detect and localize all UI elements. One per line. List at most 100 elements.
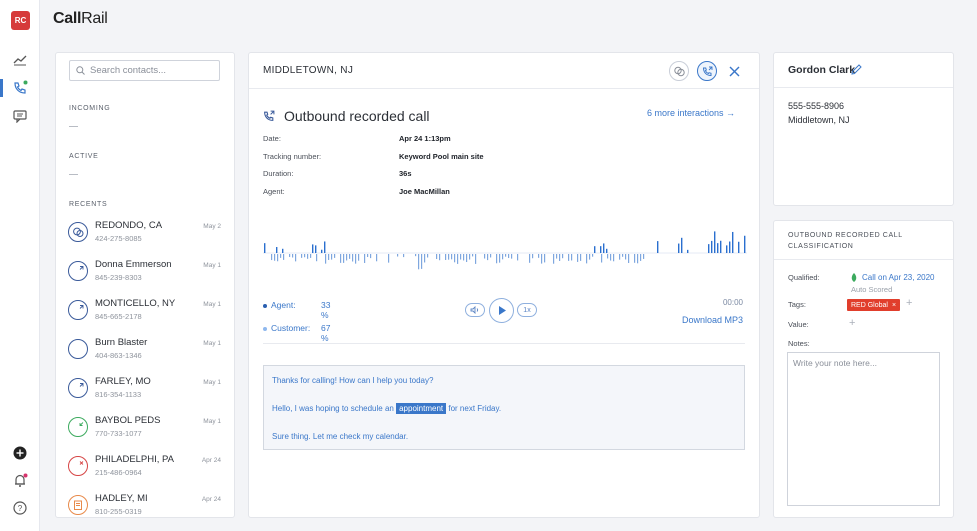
customer-talk-legend: Customer: 67 % [263,323,330,343]
waveform-bar [496,254,498,264]
brand-logo[interactable]: CallRail [53,10,108,27]
contact-list-item[interactable]: HADLEY, MI 810-255-0319 Apr 24 [67,493,225,517]
account-logo[interactable]: RC [11,11,30,30]
waveform-bar [714,231,716,253]
phone-icon [72,343,84,355]
play-icon [498,306,506,315]
contacts-panel: INCOMING ACTIVE RECENTS REDONDO, CA 424-2… [55,52,235,518]
waveform-bar [415,254,417,257]
phone-missed-icon [79,461,84,465]
waveform-bar [271,254,273,261]
waveform-bar [678,243,680,253]
agent-value: Joe MacMillan [399,187,450,196]
waveform-bar [589,254,591,260]
waveform-bar [634,254,636,263]
contact-avatar [68,495,88,515]
contact-name: Gordon Clark [788,64,856,76]
keyword-highlight[interactable]: appointment [396,403,447,414]
waveform-bar [475,254,477,264]
messages-icon[interactable] [10,106,30,126]
waveform-bar [304,254,306,258]
reports-chart-icon[interactable] [10,50,30,70]
add-value-icon[interactable]: + [849,317,856,329]
waveform-bar [397,254,399,257]
top-bar: CallRail [40,0,977,40]
classification-title: OUTBOUND RECORDED CALL CLASSIFICATION [788,232,903,250]
qualified-value[interactable]: Call on Apr 23, 2020 [862,273,935,282]
waveform-bar [370,254,372,259]
waveform-bar [568,254,570,261]
contact-list-item[interactable]: FARLEY, MO 816-354-1133 May 1 [67,376,225,406]
waveform-bar [289,254,291,257]
waveform-bar [436,254,438,260]
waveform-bar [316,254,318,262]
contact-phone: 215-486-0964 [95,468,142,477]
waveform-bar [571,254,573,261]
edit-pencil-icon[interactable] [850,63,863,76]
contact-list-item[interactable]: MONTICELLO, NY 845-665-2178 May 1 [67,298,225,328]
waveform-bar [276,247,278,253]
waveform-bar [451,254,453,260]
add-circle-icon[interactable] [10,443,30,463]
call-toggle-button[interactable] [697,61,717,81]
contact-date: Apr 24 [201,496,221,503]
waveform-bar [264,243,266,253]
waveform-bar [307,254,309,259]
waveform-bar [367,254,369,258]
add-tag-icon[interactable]: + [906,297,913,309]
agent-talk-legend: Agent: 33 % [263,300,330,320]
contact-list-item[interactable]: Donna Emmerson 845-239-8303 May 1 [67,259,225,289]
play-button[interactable] [489,298,514,323]
audio-waveform[interactable] [263,223,747,283]
waveform-bar [321,249,323,253]
transcript-box: Thanks for calling! How can I help you t… [263,365,745,450]
waveform-bar [340,254,342,263]
waveform-bar [586,254,588,264]
help-icon[interactable]: ? [10,498,30,518]
phone-outbound-icon [264,110,275,121]
search-input[interactable] [90,65,210,76]
contact-date: May 1 [203,340,221,347]
tag-chip[interactable]: RED Global × [847,299,901,311]
contact-avatar [68,417,88,437]
volume-button[interactable] [465,303,485,317]
calls-inbox-icon[interactable] [10,78,30,98]
download-mp3-link[interactable]: Download MP3 [681,315,743,325]
contact-phone: 845-665-2178 [95,312,142,321]
waveform-bar [607,254,609,259]
waveform-bar [424,254,426,263]
contact-location: Middletown, NJ [788,115,850,125]
playback-time: 00:00 [722,298,743,307]
waveform-bar [600,246,602,253]
contact-list-item[interactable]: BAYBOL PEDS 770-733-1077 May 1 [67,415,225,445]
notes-field[interactable] [787,352,940,506]
contact-list-item[interactable]: REDONDO, CA 424-275-8085 May 2 [67,220,225,250]
phone-outbound-icon [79,383,84,387]
close-button[interactable] [725,62,743,80]
search-icon [76,66,85,75]
waveform-bar [601,254,603,263]
waveform-bar [544,254,546,263]
contact-details-panel: Gordon Clark 555-555-8906 Middletown, NJ [773,52,954,206]
contact-list-item[interactable]: Burn Blaster 404-863-1346 May 1 [67,337,225,367]
search-box[interactable] [69,60,220,81]
waveform-bar [711,240,713,253]
contact-list-item[interactable]: PHILADELPHI, PA 215-486-0964 Apr 24 [67,454,225,484]
waveform-bar [508,254,510,259]
playback-speed-button[interactable]: 1x [517,303,537,317]
waveform-bar [562,254,564,259]
waveform-bar [720,240,722,253]
remove-tag-icon[interactable]: × [891,301,897,309]
waveform-bar [460,254,462,260]
more-interactions-link[interactable]: 6 more interactions → [646,108,735,118]
waveform-bar [541,254,543,264]
agent-talk-percent: 33 % [321,300,331,320]
waveform-bar [358,254,360,261]
notifications-bell-icon[interactable] [10,470,30,490]
chat-toggle-button[interactable] [669,61,689,81]
waveform-bar [283,254,285,260]
waveform-bar [457,254,459,264]
waveform-bar [315,245,317,253]
interaction-title: Outbound recorded call [284,108,430,124]
waveform-bar [594,246,596,253]
